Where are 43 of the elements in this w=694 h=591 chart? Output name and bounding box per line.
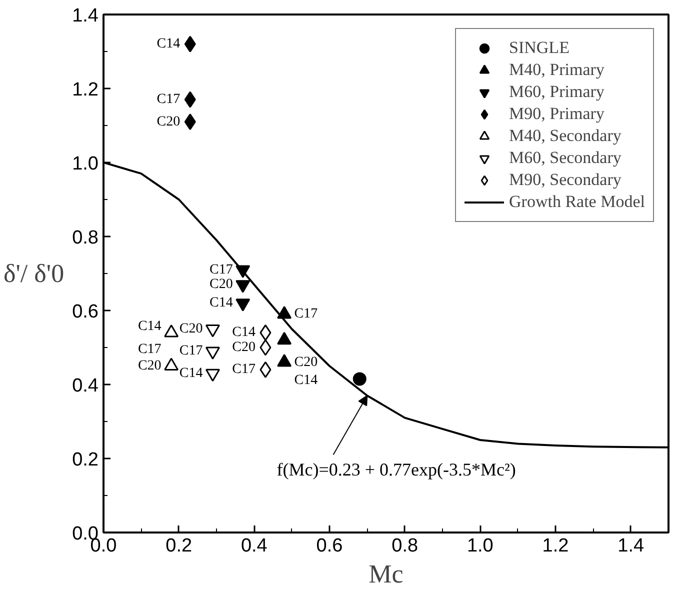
x-tick-label: 0.8 xyxy=(392,536,418,556)
legend-label: M90, Primary xyxy=(509,103,604,125)
annotation: C17 xyxy=(138,342,162,358)
y-axis-title: δ'/ δ'0 xyxy=(3,259,64,288)
x-tick-label: 1.4 xyxy=(618,536,644,556)
x-axis-title: Mc xyxy=(368,560,404,588)
legend-label: Growth Rate Model xyxy=(509,191,645,213)
y-tick-label: 0.4 xyxy=(72,376,99,396)
x-tick-label: 1.2 xyxy=(542,536,569,556)
y-tick-label: 0.2 xyxy=(72,450,99,470)
legend-label: M60, Secondary xyxy=(509,147,622,169)
annotation: C20 xyxy=(232,340,256,355)
annotation: C17 xyxy=(156,92,180,108)
annotation: f(Mc)=0.23 + 0.77exp(-3.5*Mc²) xyxy=(276,460,516,480)
annotation: C17 xyxy=(232,362,256,378)
x-tick-label: 0.2 xyxy=(166,536,192,556)
annotation: C20 xyxy=(156,114,180,130)
annotation: C17 xyxy=(294,306,318,322)
y-tick-label: 1.0 xyxy=(72,154,99,174)
annotation: C14 xyxy=(210,296,233,311)
legend-label: M60, Primary xyxy=(509,81,604,103)
annotation: C20 xyxy=(138,358,162,374)
legend-label: M90, Secondary xyxy=(509,169,622,191)
legend-label: M40, Primary xyxy=(509,59,604,81)
legend-label: M40, Secondary xyxy=(509,125,622,147)
y-tick-label: 0.8 xyxy=(72,228,99,248)
annotation: C14 xyxy=(156,36,180,52)
y-tick-label: 1.2 xyxy=(72,80,99,100)
annotation: C20 xyxy=(179,322,203,336)
y-tick-label: 0.6 xyxy=(72,302,99,322)
annotation: C14 xyxy=(138,319,162,334)
annotation: C20 xyxy=(210,277,233,292)
annotation: C17 xyxy=(210,262,233,278)
annotation: C17 xyxy=(179,344,203,359)
annotation: C14 xyxy=(232,325,256,340)
annotation: C14 xyxy=(294,372,318,388)
y-tick-label: 1.4 xyxy=(72,6,99,26)
x-tick-label: 1.0 xyxy=(466,536,494,556)
annotation: C20 xyxy=(294,354,318,370)
x-tick-label: 0.6 xyxy=(316,536,343,556)
x-tick-label: 0.4 xyxy=(240,536,268,556)
legend-label: SINGLE xyxy=(509,37,570,59)
annotation: C14 xyxy=(179,366,203,381)
